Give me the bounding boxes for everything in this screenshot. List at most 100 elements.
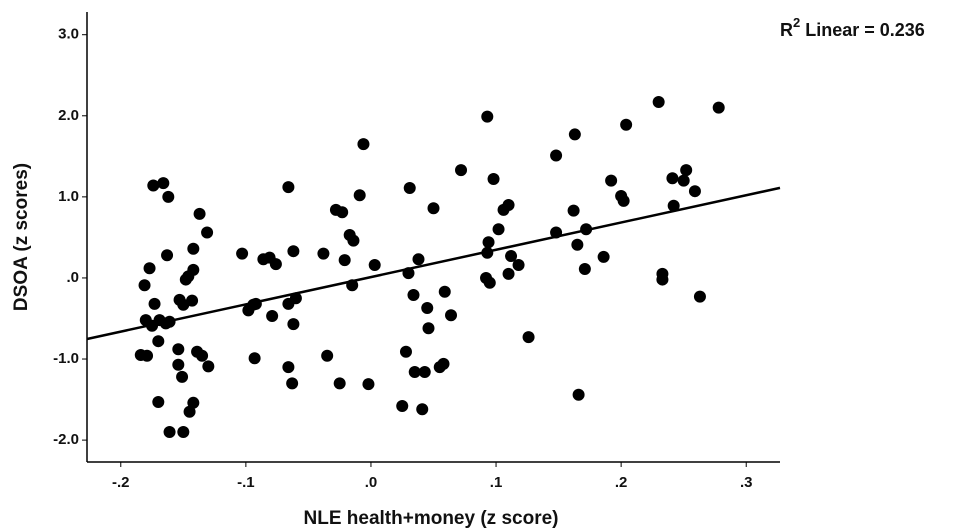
point xyxy=(666,172,679,185)
point xyxy=(138,279,151,292)
point xyxy=(317,247,330,260)
point xyxy=(677,174,690,187)
point xyxy=(427,202,440,215)
point xyxy=(620,118,633,131)
point xyxy=(161,249,174,262)
point xyxy=(693,290,706,303)
x-tick-label: .2 xyxy=(615,474,628,491)
point xyxy=(187,263,200,276)
point xyxy=(399,345,412,358)
y-axis-title: DSOA (z scores) xyxy=(11,163,32,311)
point xyxy=(572,388,585,401)
point xyxy=(187,242,200,255)
point xyxy=(201,226,214,239)
point xyxy=(357,138,370,151)
point xyxy=(578,263,591,276)
point xyxy=(148,297,161,310)
point xyxy=(177,426,190,438)
point xyxy=(421,301,434,314)
fit-line xyxy=(86,186,781,341)
point xyxy=(236,247,249,260)
point xyxy=(186,294,199,307)
point xyxy=(483,276,496,289)
point xyxy=(597,250,610,263)
y-tick-label: 1.0 xyxy=(58,188,79,205)
y-tick-label: 3.0 xyxy=(58,26,79,43)
point xyxy=(338,254,351,267)
point xyxy=(605,174,618,187)
point xyxy=(176,370,189,383)
y-tick-label: -2.0 xyxy=(53,431,79,448)
point xyxy=(172,343,185,356)
point xyxy=(248,352,261,365)
x-tick-label: .0 xyxy=(365,474,378,491)
point xyxy=(368,258,381,271)
point xyxy=(321,349,334,362)
annotation-superscript: 2 xyxy=(793,15,800,30)
x-tick-label: .1 xyxy=(490,474,503,491)
point xyxy=(286,377,299,390)
point xyxy=(568,128,581,141)
point xyxy=(187,396,200,409)
point xyxy=(680,164,693,177)
point xyxy=(652,96,665,108)
point xyxy=(412,253,425,266)
point xyxy=(152,396,165,408)
point xyxy=(162,190,175,203)
annotation-prefix: R xyxy=(780,20,793,40)
point xyxy=(617,194,630,207)
point xyxy=(416,403,429,416)
point xyxy=(438,285,451,298)
point xyxy=(712,101,725,114)
point xyxy=(550,149,563,162)
point xyxy=(336,206,349,219)
point xyxy=(143,262,156,275)
point xyxy=(445,309,458,322)
point xyxy=(482,236,495,249)
x-tick-label: .3 xyxy=(740,474,753,491)
point xyxy=(333,377,346,390)
y-tick-label: -1.0 xyxy=(53,350,79,367)
x-tick-label: -.2 xyxy=(112,474,130,491)
point xyxy=(196,349,209,362)
point xyxy=(269,258,282,271)
annotation: R2 Linear = 0.236 xyxy=(780,15,925,39)
x-axis-title: NLE health+money (z score) xyxy=(304,508,559,529)
point xyxy=(282,361,295,374)
point xyxy=(152,335,165,348)
point xyxy=(282,181,295,194)
point xyxy=(502,198,515,211)
point xyxy=(396,400,409,413)
point xyxy=(512,258,525,271)
point xyxy=(141,349,154,362)
point xyxy=(287,245,300,258)
point xyxy=(362,378,375,391)
point xyxy=(437,357,450,370)
point xyxy=(172,358,185,371)
point xyxy=(287,318,300,331)
point xyxy=(522,331,535,344)
point xyxy=(202,360,215,373)
point xyxy=(492,223,505,236)
y-tick-label: 2.0 xyxy=(58,107,79,124)
point xyxy=(353,189,366,202)
y-tick-label: .0 xyxy=(66,269,79,286)
point xyxy=(157,177,170,190)
point xyxy=(407,288,420,301)
point xyxy=(505,250,518,263)
point xyxy=(347,234,360,247)
point xyxy=(422,322,435,335)
x-tick-label: -.1 xyxy=(237,474,255,491)
point xyxy=(567,204,580,217)
point xyxy=(193,207,206,220)
point xyxy=(147,179,160,192)
point xyxy=(163,426,176,438)
point xyxy=(481,110,494,123)
point xyxy=(408,366,421,378)
point xyxy=(667,199,680,212)
point xyxy=(688,185,701,198)
point xyxy=(571,238,584,251)
point xyxy=(266,310,279,323)
point xyxy=(418,366,431,378)
